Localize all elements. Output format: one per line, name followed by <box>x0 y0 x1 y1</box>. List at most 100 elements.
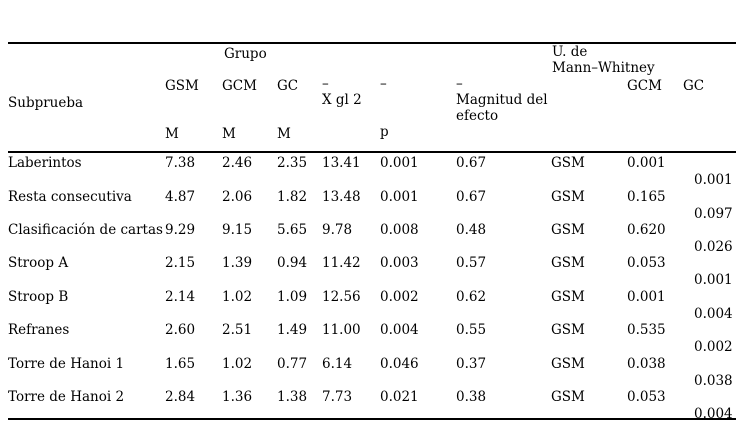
table-header-rule <box>8 151 736 153</box>
header-subprueba: Subprueba <box>8 95 84 111</box>
cell-effect: 0.37 <box>456 356 487 372</box>
cell-chi: 12.56 <box>322 289 361 305</box>
header-effect-overbar: – <box>456 76 463 92</box>
cell-mw-gcm: 0.620 <box>627 222 666 238</box>
cell-gsm-mean: 2.60 <box>165 322 196 338</box>
row-label: Clasificación de cartas <box>8 222 163 238</box>
cell-gsm-mean: 4.87 <box>165 189 196 205</box>
cell-gcm-mean: 2.46 <box>222 155 253 171</box>
cell-p: 0.003 <box>380 255 419 271</box>
cell-chi: 9.78 <box>322 222 353 238</box>
cell-mw-gcm: 0.038 <box>627 356 666 372</box>
cell-mw-gc: 0.038 <box>694 373 733 389</box>
cell-gc-mean: 5.65 <box>277 222 308 238</box>
header-grupo: Grupo <box>224 46 267 62</box>
cell-mw-ref: GSM <box>551 255 585 271</box>
row-label: Torre de Hanoi 2 <box>8 389 125 405</box>
row-label: Laberintos <box>8 155 82 171</box>
header-mann-whitney-line2: Mann–Whitney <box>552 60 655 76</box>
cell-mw-gcm: 0.053 <box>627 255 666 271</box>
cell-p: 0.004 <box>380 322 419 338</box>
cell-gcm-mean: 9.15 <box>222 222 253 238</box>
cell-chi: 13.41 <box>322 155 361 171</box>
header-mw-gc: GC <box>683 78 705 94</box>
cell-effect: 0.67 <box>456 189 487 205</box>
cell-gc-mean: 1.09 <box>277 289 308 305</box>
cell-gsm-mean: 2.84 <box>165 389 196 405</box>
cell-p: 0.046 <box>380 356 419 372</box>
cell-p: 0.021 <box>380 389 419 405</box>
cell-mw-gcm: 0.165 <box>627 189 666 205</box>
cell-mw-ref: GSM <box>551 389 585 405</box>
cell-mw-gc: 0.004 <box>694 406 733 422</box>
cell-mw-gcm: 0.001 <box>627 289 666 305</box>
cell-p: 0.008 <box>380 222 419 238</box>
cell-effect: 0.57 <box>456 255 487 271</box>
header-effect-line1: Magnitud del <box>456 92 548 108</box>
cell-mw-gcm: 0.053 <box>627 389 666 405</box>
cell-mw-gc: 0.097 <box>694 206 733 222</box>
cell-mw-ref: GSM <box>551 356 585 372</box>
header-mw-gcm: GCM <box>627 78 662 94</box>
table-bottom-rule <box>8 418 736 420</box>
cell-gc-mean: 0.77 <box>277 356 308 372</box>
cell-mw-gc: 0.001 <box>694 272 733 288</box>
header-p-overbar: – <box>380 76 387 92</box>
cell-mw-gc: 0.004 <box>694 306 733 322</box>
cell-p: 0.002 <box>380 289 419 305</box>
cell-chi: 13.48 <box>322 189 361 205</box>
cell-gsm-mean: 2.15 <box>165 255 196 271</box>
cell-gc-mean: 1.49 <box>277 322 308 338</box>
cell-mw-ref: GSM <box>551 322 585 338</box>
header-chi-label: X gl 2 <box>322 92 362 108</box>
cell-gc-mean: 2.35 <box>277 155 308 171</box>
cell-gsm-mean: 9.29 <box>165 222 196 238</box>
cell-effect: 0.48 <box>456 222 487 238</box>
cell-gcm-mean: 2.06 <box>222 189 253 205</box>
header-mann-whitney: U. de Mann–Whitney <box>552 44 655 76</box>
cell-gsm-mean: 2.14 <box>165 289 196 305</box>
row-label: Stroop B <box>8 289 69 305</box>
cell-mw-gcm: 0.535 <box>627 322 666 338</box>
header-gsm: GSM <box>165 78 199 94</box>
cell-gcm-mean: 1.02 <box>222 356 253 372</box>
cell-gcm-mean: 2.51 <box>222 322 253 338</box>
cell-mw-ref: GSM <box>551 289 585 305</box>
cell-gcm-mean: 1.02 <box>222 289 253 305</box>
cell-chi: 11.42 <box>322 255 361 271</box>
header-effect-line2: efecto <box>456 108 499 124</box>
cell-p: 0.001 <box>380 155 419 171</box>
cell-mw-ref: GSM <box>551 222 585 238</box>
cell-effect: 0.55 <box>456 322 487 338</box>
cell-gc-mean: 1.38 <box>277 389 308 405</box>
cell-gsm-mean: 7.38 <box>165 155 196 171</box>
header-chi: – X gl 2 <box>322 76 362 108</box>
row-label: Stroop A <box>8 255 69 271</box>
cell-mw-ref: GSM <box>551 155 585 171</box>
cell-chi: 6.14 <box>322 356 353 372</box>
cell-mw-gc: 0.026 <box>694 239 733 255</box>
cell-mw-gc: 0.002 <box>694 339 733 355</box>
header-gcm: GCM <box>222 78 257 94</box>
header-p-label: p <box>380 124 389 140</box>
cell-gc-mean: 0.94 <box>277 255 308 271</box>
row-label: Torre de Hanoi 1 <box>8 356 125 372</box>
cell-chi: 7.73 <box>322 389 353 405</box>
header-m-gc: M <box>277 126 291 142</box>
cell-p: 0.001 <box>380 189 419 205</box>
header-gc: GC <box>277 78 299 94</box>
cell-effect: 0.67 <box>456 155 487 171</box>
cell-gcm-mean: 1.36 <box>222 389 253 405</box>
header-m-gcm: M <box>222 126 236 142</box>
cell-mw-gcm: 0.001 <box>627 155 666 171</box>
cell-chi: 11.00 <box>322 322 361 338</box>
cell-gsm-mean: 1.65 <box>165 356 196 372</box>
cell-mw-gc: 0.001 <box>694 172 733 188</box>
cell-gcm-mean: 1.39 <box>222 255 253 271</box>
header-chi-overbar: – <box>322 76 329 92</box>
row-label: Resta consecutiva <box>8 189 132 205</box>
header-m-gsm: M <box>165 126 179 142</box>
cell-gc-mean: 1.82 <box>277 189 308 205</box>
cell-effect: 0.62 <box>456 289 487 305</box>
